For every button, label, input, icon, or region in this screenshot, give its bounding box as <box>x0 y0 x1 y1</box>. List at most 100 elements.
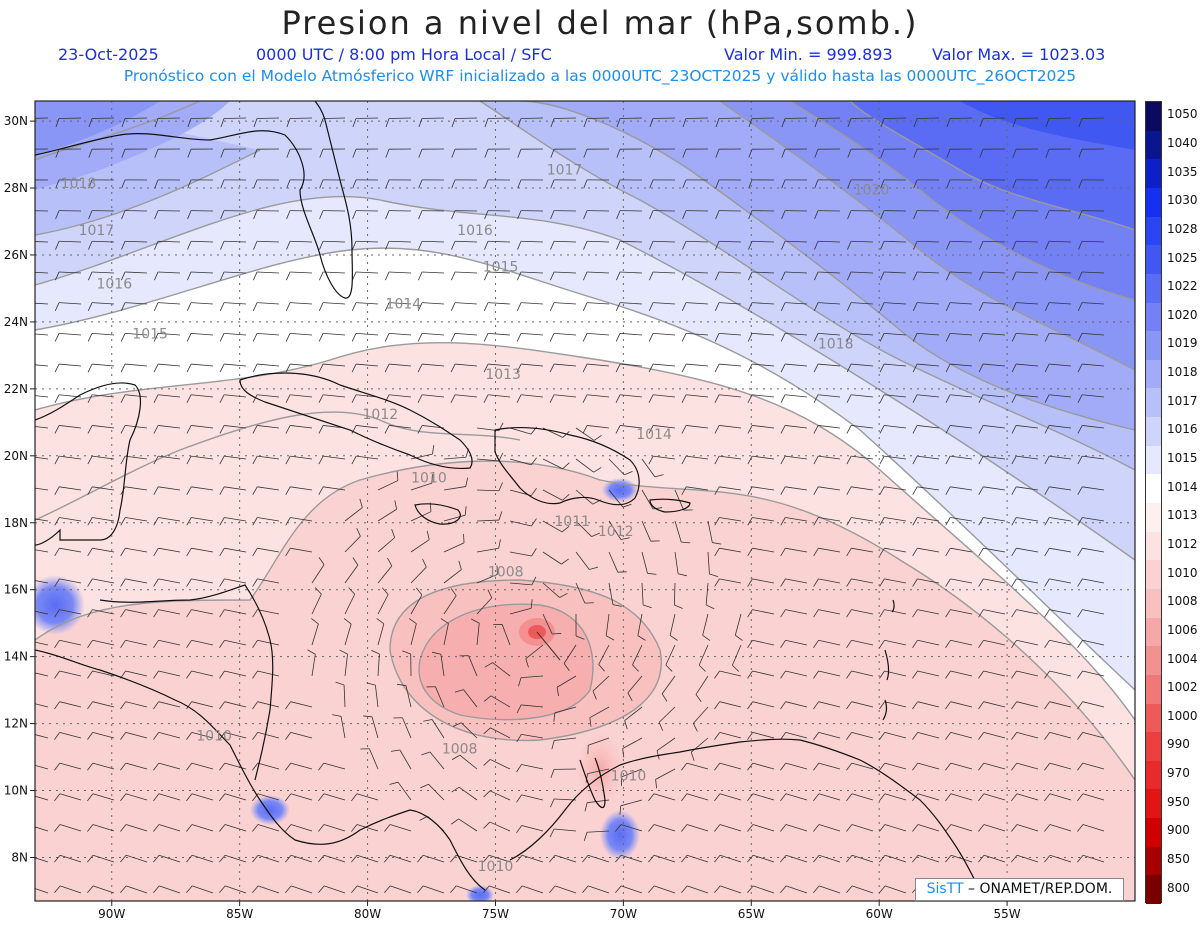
wind-barb <box>252 854 280 863</box>
barb-staff <box>554 302 577 305</box>
wind-barb <box>979 210 1006 220</box>
barb-flag <box>582 394 588 403</box>
barb-staff <box>421 117 445 119</box>
wind-barb <box>550 271 577 281</box>
wind-barb <box>286 148 313 158</box>
barb-flag <box>616 118 621 128</box>
barb-flag <box>978 701 984 710</box>
wind-barb <box>715 210 742 220</box>
barb-staff <box>92 302 115 305</box>
wind-barb <box>418 179 445 189</box>
barb-staff <box>290 394 313 398</box>
barb-flag <box>450 854 457 863</box>
barb-flag <box>550 210 555 220</box>
wind-barb <box>187 148 214 158</box>
barb-staff <box>290 486 313 491</box>
barb-staff <box>311 564 325 584</box>
barb-flag <box>186 701 192 710</box>
wind-barb <box>339 649 348 677</box>
barb-staff <box>884 854 907 863</box>
barb-staff <box>719 670 742 677</box>
lon-tick-label: 70W <box>610 907 637 921</box>
barb-flag <box>22 395 26 403</box>
barb-staff <box>158 425 181 429</box>
barb-staff <box>1016 609 1039 615</box>
wind-barb <box>54 670 82 679</box>
wind-barb <box>692 706 709 732</box>
wind-barb <box>649 271 676 281</box>
wind-barb <box>451 179 478 189</box>
barb-staff <box>1082 394 1105 398</box>
wind-barb <box>516 302 544 312</box>
barb-flag <box>87 363 93 373</box>
wind-barb <box>575 458 602 473</box>
barb-flag <box>575 635 585 640</box>
wind-barb <box>1011 394 1039 403</box>
barb-staff <box>698 644 709 666</box>
barb-flag <box>120 793 127 802</box>
barb-flag <box>219 425 225 434</box>
barb-staff <box>522 885 544 894</box>
barb-flag <box>87 793 94 802</box>
barb-flag <box>516 854 523 863</box>
lat-tick-label: 22N <box>4 382 28 396</box>
wind-barb <box>748 179 775 189</box>
band-1019-west <box>35 101 160 155</box>
wind-barb <box>120 547 148 557</box>
barb-flag <box>531 518 537 527</box>
barb-flag <box>747 455 753 465</box>
barb-flag <box>186 302 192 312</box>
barb-flag <box>648 824 655 832</box>
barb-staff <box>620 854 643 863</box>
wind-barb <box>674 551 687 577</box>
wind-barb <box>747 425 775 434</box>
colorbar-label: 1019 <box>1167 336 1198 351</box>
barb-staff <box>785 271 808 274</box>
barb-flag <box>516 394 522 403</box>
wind-barb <box>682 271 709 281</box>
barb-staff <box>323 824 346 832</box>
barb-flag <box>516 333 522 342</box>
barb-flag <box>880 241 885 250</box>
barb-staff <box>818 578 841 584</box>
wind-barb <box>880 210 907 220</box>
barb-flag <box>385 241 390 250</box>
barb-flag <box>1044 762 1051 771</box>
wind-barb <box>54 762 82 771</box>
barb-flag <box>54 455 60 465</box>
wind-barb <box>846 670 874 679</box>
wind-barb <box>1077 486 1105 495</box>
barb-staff <box>59 363 82 367</box>
barb-staff <box>258 885 280 894</box>
barb-staff <box>257 332 280 336</box>
barb-flag <box>615 425 621 434</box>
wind-barb <box>311 587 322 615</box>
barb-flag <box>516 302 522 312</box>
wind-barb <box>1078 179 1105 189</box>
wind-barb <box>616 148 643 158</box>
barb-flag <box>286 271 291 281</box>
wind-barb <box>186 670 214 679</box>
barb-staff <box>290 363 313 367</box>
barb-flag <box>307 649 316 655</box>
wind-barb <box>35 117 49 119</box>
barb-staff <box>752 793 775 801</box>
barb-staff <box>520 240 544 243</box>
barb-staff <box>158 701 181 708</box>
lon-tick-label: 60W <box>866 907 893 921</box>
wind-barb <box>1044 854 1072 863</box>
barb-flag <box>616 149 621 158</box>
wind-barb <box>781 117 808 128</box>
barb-staff <box>92 394 115 398</box>
barb-staff <box>884 639 907 646</box>
wind-barb <box>879 517 907 526</box>
barb-flag <box>674 604 683 609</box>
wind-barb <box>410 530 430 553</box>
wind-barb <box>121 179 148 189</box>
barb-flag <box>450 333 456 342</box>
wind-barb <box>847 117 874 128</box>
barb-flag <box>252 302 258 312</box>
barb-staff <box>674 520 682 543</box>
barb-staff <box>311 623 319 646</box>
wind-barb <box>1044 762 1072 771</box>
